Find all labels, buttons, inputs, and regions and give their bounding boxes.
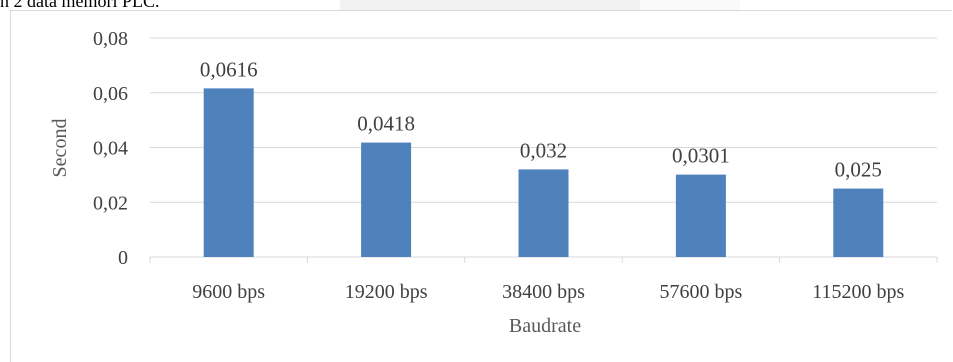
y-tick-labels: 0 0,02 0,04 0,06 0,08 [93, 28, 128, 269]
y-tick-label: 0,04 [93, 138, 128, 160]
top-shade-band-light [640, 0, 740, 10]
x-tick-label: 115200 bps [812, 281, 904, 303]
data-label: 0,032 [520, 138, 567, 162]
x-tick-label: 38400 bps [502, 281, 585, 303]
x-tick-labels: 9600 bps 19200 bps 38400 bps 57600 bps 11520… [192, 281, 904, 303]
x-tick-label: 57600 bps [660, 281, 743, 303]
y-tick-label: 0 [118, 247, 128, 269]
y-tick-label: 0,02 [93, 192, 128, 214]
data-label: 0,0418 [357, 112, 415, 136]
data-label: 0,025 [835, 158, 882, 182]
top-shade-band [340, 0, 640, 10]
y-tick-label: 0,06 [93, 83, 128, 105]
x-tick-label: 9600 bps [192, 281, 265, 303]
bar [518, 169, 569, 257]
bar [833, 188, 884, 257]
chart-frame [10, 10, 952, 362]
caption-fragment: n 2 data memori PLC. [0, 0, 160, 11]
bar [675, 174, 726, 257]
bar [361, 142, 412, 257]
data-labels: 0,0616 0,0418 0,032 0,0301 0,025 [200, 57, 882, 181]
data-label: 0,0301 [672, 144, 730, 168]
bar [203, 88, 254, 258]
data-label: 0,0616 [200, 57, 258, 81]
x-tick-label: 19200 bps [345, 281, 428, 303]
y-tick-label: 0,08 [93, 28, 128, 50]
bars [203, 88, 884, 258]
y-axis-title: Second [49, 119, 71, 178]
x-axis-title: Baudrate [509, 315, 581, 337]
